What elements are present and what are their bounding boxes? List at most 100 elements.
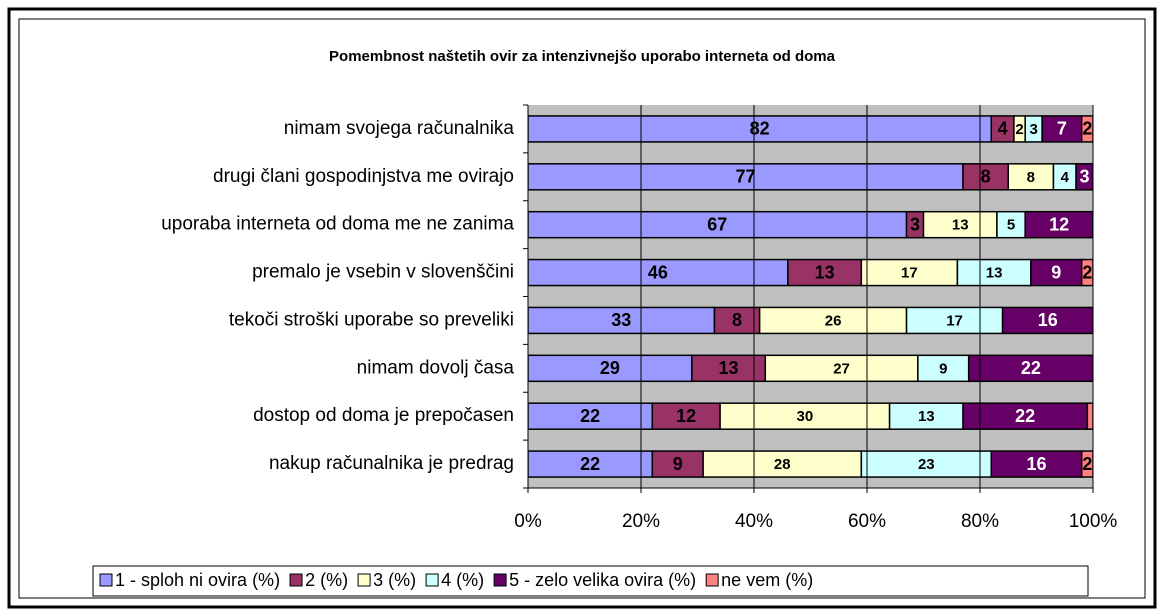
- bar-segment: [860, 450, 993, 478]
- bar-segment: [528, 115, 993, 143]
- plot-area: [528, 105, 1093, 488]
- bar-segment: [967, 354, 1093, 383]
- bar-segment: [917, 354, 970, 383]
- y-tick-label: drugi člani gospodinjstva me ovirajo: [213, 166, 514, 187]
- x-tick-label: 80%: [961, 511, 999, 532]
- bar-segment: [758, 306, 908, 335]
- data-label: 1: [1091, 214, 1101, 234]
- bar-segment: [1001, 306, 1093, 335]
- legend-swatch: [357, 573, 371, 587]
- y-tick-label: dostop od doma je prepočasen: [253, 405, 514, 426]
- data-label: 3: [910, 214, 920, 234]
- bar-segment: [528, 210, 908, 239]
- bar-segment: [905, 306, 1004, 335]
- data-label: 4: [998, 119, 1008, 139]
- data-label: 22: [1015, 406, 1035, 426]
- x-tick-label: 0%: [514, 511, 542, 532]
- legend-label: 5 - zelo velika ovira (%): [509, 570, 696, 590]
- data-label: 7: [1057, 119, 1067, 139]
- data-label: 17: [946, 312, 963, 329]
- bar-segment: [787, 258, 863, 287]
- data-label: 9: [673, 454, 683, 474]
- chart-title: Pomembnost naštetih ovir za intenzivnejš…: [329, 48, 836, 65]
- legend-swatch: [705, 573, 719, 587]
- data-label: 3: [1080, 167, 1090, 187]
- bar-segment: [956, 258, 1032, 287]
- legend-swatch: [99, 573, 113, 587]
- data-label: 17: [901, 265, 918, 282]
- bar-segment: [528, 163, 964, 191]
- bar-segment: [651, 450, 704, 478]
- bar-segment: [719, 402, 891, 430]
- data-label: 4: [1061, 169, 1070, 186]
- data-label: 46: [648, 262, 668, 282]
- bar-segment: [888, 402, 964, 430]
- data-label: 13: [952, 217, 969, 234]
- legend-swatch: [493, 573, 507, 587]
- data-label: 2: [1082, 119, 1092, 139]
- chart-border: [18, 18, 1146, 599]
- data-label: 82: [750, 119, 770, 139]
- data-label: 23: [918, 456, 935, 473]
- y-tick-label: nakup računalnika je predrag: [269, 453, 514, 474]
- bar-segment: [1086, 402, 1093, 430]
- legend-label: ne vem (%): [721, 570, 813, 590]
- bar-segment: [962, 402, 1089, 430]
- bar-segment: [860, 258, 959, 287]
- data-label: 2: [1082, 262, 1092, 282]
- legend-label: 1 - sploh ni ovira (%): [115, 570, 280, 590]
- data-label: 8: [981, 167, 991, 187]
- legend-swatch: [425, 573, 439, 587]
- data-label: 2: [1082, 454, 1092, 474]
- bar-segment: [651, 402, 721, 430]
- y-tick-label: uporaba interneta od doma me ne zanima: [161, 214, 514, 235]
- data-label: 16: [1026, 454, 1046, 474]
- legend-label: 3 (%): [373, 570, 416, 590]
- bar-segment: [1041, 115, 1083, 143]
- x-tick-label: 40%: [735, 511, 773, 532]
- bars: 8242372778843673135121461317139233826171…: [528, 115, 1101, 478]
- data-label: 22: [1021, 358, 1041, 378]
- data-label: 33: [611, 310, 631, 330]
- bar-segment: [528, 306, 716, 335]
- data-label: 9: [939, 360, 947, 377]
- y-tick-label: premalo je vsebin v slovenščini: [252, 262, 514, 283]
- data-label: 29: [600, 358, 620, 378]
- x-tick-label: 60%: [848, 511, 886, 532]
- data-label: 8: [1027, 169, 1035, 186]
- legend-box: [92, 565, 1089, 597]
- data-label: 12: [676, 406, 696, 426]
- data-label: 5: [1007, 217, 1015, 234]
- data-label: 12: [1049, 214, 1069, 234]
- data-label: 27: [833, 360, 850, 377]
- bar-segment: [1030, 258, 1083, 287]
- bar-segment: [1007, 163, 1055, 191]
- data-label: 28: [774, 456, 791, 473]
- data-label: 77: [736, 167, 756, 187]
- data-label: 13: [918, 408, 935, 425]
- legend-swatch: [289, 573, 303, 587]
- x-tick-label: 100%: [1069, 511, 1118, 532]
- data-label: 3: [1030, 121, 1038, 138]
- bar-segment: [922, 210, 998, 239]
- bar-segment: [528, 354, 693, 383]
- data-label: 8: [732, 310, 742, 330]
- legend-label: 2 (%): [305, 570, 348, 590]
- y-tick-label: nimam svojega računalnika: [284, 118, 515, 139]
- data-label: 22: [580, 406, 600, 426]
- data-label: 13: [986, 265, 1003, 282]
- bar-segment: [1075, 163, 1093, 191]
- data-label: 13: [719, 358, 739, 378]
- data-label: 9: [1051, 262, 1061, 282]
- data-label: 22: [580, 454, 600, 474]
- data-label: 26: [825, 312, 842, 329]
- y-tick-label: tekoči stroški uporabe so preveliki: [229, 309, 514, 330]
- x-tick-label: 20%: [622, 511, 660, 532]
- data-label: 30: [797, 408, 814, 425]
- y-tick-label: nimam dovolj časa: [357, 357, 515, 378]
- legend-label: 4 (%): [441, 570, 484, 590]
- data-label: 2: [1015, 121, 1023, 138]
- data-label: 16: [1038, 310, 1058, 330]
- data-label: 13: [815, 262, 835, 282]
